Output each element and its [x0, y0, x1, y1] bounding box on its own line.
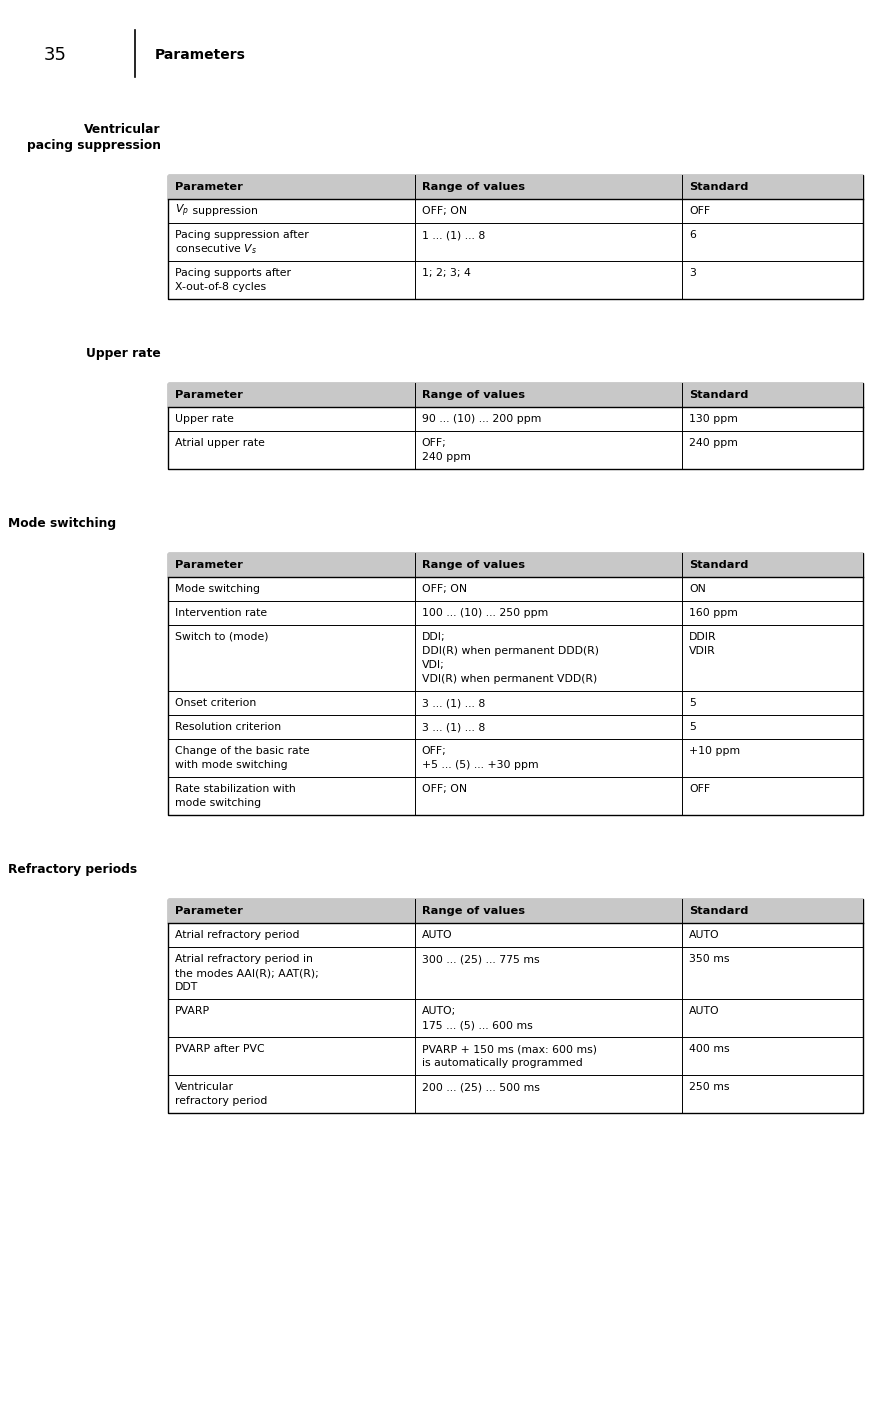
Text: OFF: OFF: [688, 784, 709, 794]
Text: OFF: OFF: [688, 206, 709, 216]
Text: Intervention rate: Intervention rate: [175, 608, 267, 618]
Text: 240 ppm: 240 ppm: [688, 437, 738, 447]
Text: AUTO: AUTO: [421, 930, 452, 940]
Text: OFF; ON: OFF; ON: [421, 584, 467, 594]
Text: Standard: Standard: [688, 559, 748, 569]
Text: the modes AAI(R); AAT(R);: the modes AAI(R); AAT(R);: [175, 968, 318, 978]
Text: PVARP + 150 ms (max: 600 ms): PVARP + 150 ms (max: 600 ms): [421, 1044, 596, 1054]
Bar: [168, 383, 862, 408]
Text: Standard: Standard: [688, 906, 748, 916]
Text: Resolution criterion: Resolution criterion: [175, 721, 281, 731]
Text: Ventricular: Ventricular: [175, 1082, 234, 1092]
Bar: [168, 899, 862, 1113]
Text: Standard: Standard: [688, 391, 748, 400]
Text: X-out-of-8 cycles: X-out-of-8 cycles: [175, 283, 266, 293]
Text: 160 ppm: 160 ppm: [688, 608, 738, 618]
Text: AUTO;: AUTO;: [421, 1005, 455, 1015]
Text: is automatically programmed: is automatically programmed: [421, 1058, 581, 1068]
Text: 90 ... (10) ... 200 ppm: 90 ... (10) ... 200 ppm: [421, 415, 540, 425]
Text: Range of values: Range of values: [421, 559, 524, 569]
Text: 175 ... (5) ... 600 ms: 175 ... (5) ... 600 ms: [421, 1020, 531, 1030]
Text: 5: 5: [688, 699, 695, 709]
Text: Pacing suppression after: Pacing suppression after: [175, 230, 309, 240]
Text: DDI;: DDI;: [421, 632, 445, 642]
Text: consecutive $V_s$: consecutive $V_s$: [175, 241, 257, 256]
Text: +10 ppm: +10 ppm: [688, 746, 739, 755]
Text: Rate stabilization with: Rate stabilization with: [175, 784, 296, 794]
Text: Change of the basic rate: Change of the basic rate: [175, 746, 310, 755]
Text: Range of values: Range of values: [421, 906, 524, 916]
Text: 3: 3: [688, 268, 695, 278]
Text: 35: 35: [44, 45, 67, 64]
Text: 3 ... (1) ... 8: 3 ... (1) ... 8: [421, 699, 484, 709]
Text: Atrial refractory period in: Atrial refractory period in: [175, 954, 312, 964]
Text: 350 ms: 350 ms: [688, 954, 729, 964]
Text: OFF; ON: OFF; ON: [421, 784, 467, 794]
Text: 240 ppm: 240 ppm: [421, 452, 470, 462]
Text: DDT: DDT: [175, 983, 198, 993]
Text: Standard: Standard: [688, 182, 748, 192]
Text: 5: 5: [688, 721, 695, 731]
Text: PVARP: PVARP: [175, 1005, 210, 1015]
Text: 100 ... (10) ... 250 ppm: 100 ... (10) ... 250 ppm: [421, 608, 547, 618]
Text: +5 ... (5) ... +30 ppm: +5 ... (5) ... +30 ppm: [421, 760, 538, 770]
Text: 200 ... (25) ... 500 ms: 200 ... (25) ... 500 ms: [421, 1082, 539, 1092]
Text: Switch to (mode): Switch to (mode): [175, 632, 268, 642]
Text: ON: ON: [688, 584, 705, 594]
Text: Parameter: Parameter: [175, 391, 243, 400]
Text: Ventricular: Ventricular: [84, 124, 160, 136]
Text: Onset criterion: Onset criterion: [175, 699, 256, 709]
Text: 400 ms: 400 ms: [688, 1044, 729, 1054]
Text: mode switching: mode switching: [175, 798, 260, 808]
Text: Mode switching: Mode switching: [8, 517, 116, 530]
Text: Parameter: Parameter: [175, 906, 243, 916]
Text: Upper rate: Upper rate: [86, 346, 160, 361]
Text: AUTO: AUTO: [688, 1005, 719, 1015]
Text: 3 ... (1) ... 8: 3 ... (1) ... 8: [421, 721, 484, 731]
Text: Parameter: Parameter: [175, 182, 243, 192]
Text: VDI(R) when permanent VDD(R): VDI(R) when permanent VDD(R): [421, 674, 596, 684]
Text: Parameter: Parameter: [175, 559, 243, 569]
Text: with mode switching: with mode switching: [175, 760, 288, 770]
Text: Mode switching: Mode switching: [175, 584, 260, 594]
Text: Pacing supports after: Pacing supports after: [175, 268, 290, 278]
Text: 250 ms: 250 ms: [688, 1082, 729, 1092]
Text: OFF;: OFF;: [421, 746, 446, 755]
Text: 1 ... (1) ... 8: 1 ... (1) ... 8: [421, 230, 484, 240]
Bar: [168, 552, 862, 815]
Text: $V_p$: $V_p$: [175, 203, 189, 219]
Text: Range of values: Range of values: [421, 182, 524, 192]
Text: OFF; ON: OFF; ON: [421, 206, 467, 216]
Bar: [168, 383, 862, 469]
Text: PVARP after PVC: PVARP after PVC: [175, 1044, 264, 1054]
Text: pacing suppression: pacing suppression: [27, 139, 160, 152]
Text: Parameters: Parameters: [155, 48, 246, 62]
Text: OFF;: OFF;: [421, 437, 446, 447]
Text: DDIR: DDIR: [688, 632, 717, 642]
Text: 300 ... (25) ... 775 ms: 300 ... (25) ... 775 ms: [421, 954, 538, 964]
Text: refractory period: refractory period: [175, 1096, 267, 1106]
Text: Atrial upper rate: Atrial upper rate: [175, 437, 265, 447]
Text: VDI;: VDI;: [421, 660, 444, 670]
Text: Atrial refractory period: Atrial refractory period: [175, 930, 299, 940]
Text: DDI(R) when permanent DDD(R): DDI(R) when permanent DDD(R): [421, 646, 598, 656]
Text: Refractory periods: Refractory periods: [8, 863, 137, 876]
Text: suppression: suppression: [189, 206, 258, 216]
Bar: [168, 552, 862, 577]
Bar: [168, 175, 862, 199]
Text: Upper rate: Upper rate: [175, 415, 233, 425]
Text: 1; 2; 3; 4: 1; 2; 3; 4: [421, 268, 470, 278]
Text: 6: 6: [688, 230, 695, 240]
Bar: [168, 175, 862, 300]
Text: 130 ppm: 130 ppm: [688, 415, 738, 425]
Text: Range of values: Range of values: [421, 391, 524, 400]
Text: AUTO: AUTO: [688, 930, 719, 940]
Bar: [168, 899, 862, 923]
Text: VDIR: VDIR: [688, 646, 716, 656]
